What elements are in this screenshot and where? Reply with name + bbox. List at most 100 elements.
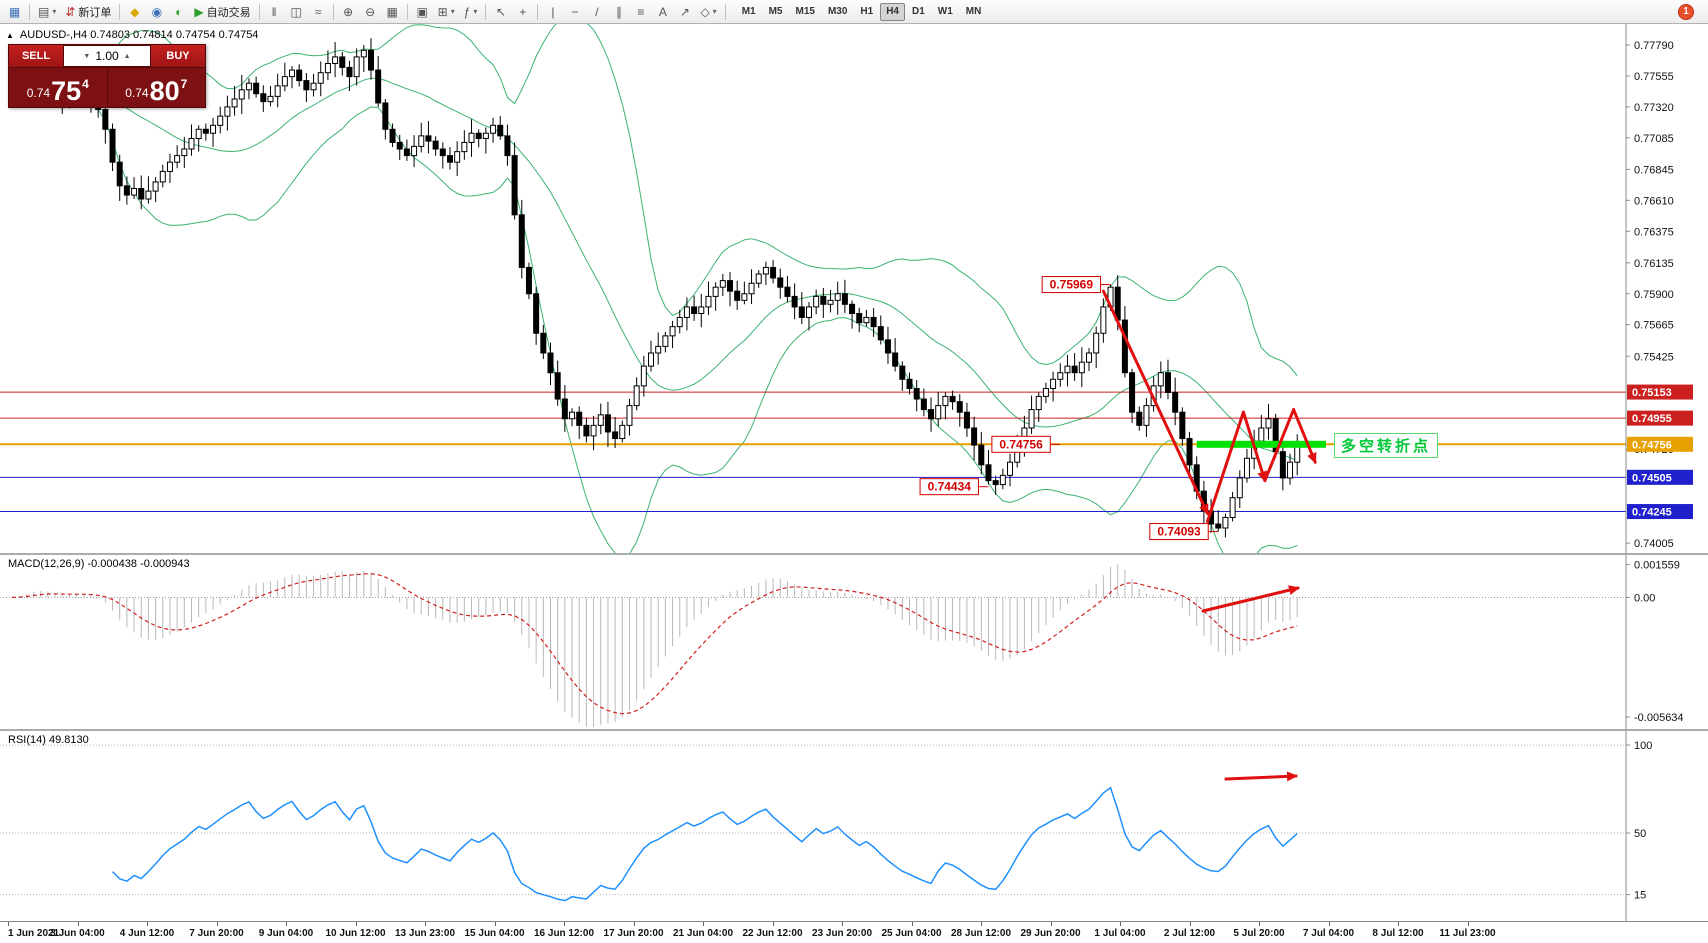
price-chart-canvas[interactable]: 0.75969 0.74756 0.74434 0.74093 0.77790 0.775…	[0, 24, 1708, 553]
market-watch-icon: ◆	[130, 4, 140, 19]
arrow-object-button[interactable]: ↗	[674, 2, 695, 22]
time-tick	[1467, 922, 1469, 926]
svg-text:0.76375: 0.76375	[1634, 226, 1674, 238]
shapes-button[interactable]: ◇ ▾	[696, 2, 720, 22]
dropdown-icon: ▾	[712, 7, 717, 16]
vertical-line-button[interactable]: |	[542, 2, 563, 22]
bar-chart-button[interactable]: ‖	[264, 2, 285, 22]
macd-scale[interactable]: 0.001559 0.00 -0.005634	[1625, 555, 1708, 729]
price-scale[interactable]: 0.77790 0.77555 0.77320 0.77085 0.76845 0.766…	[1625, 24, 1708, 553]
lot-increase-icon[interactable]: ▲	[123, 52, 131, 60]
svg-text:0.74955: 0.74955	[1632, 413, 1672, 425]
candlestick-chart-icon: ◫	[290, 4, 302, 19]
zoom-out-button[interactable]: ⊖	[360, 2, 381, 22]
time-tick	[772, 922, 774, 926]
lot-value[interactable]: 1.00	[95, 49, 119, 63]
tile-windows-button[interactable]: ▣	[412, 2, 433, 22]
time-scale[interactable]: 1 Jun 2021 3 Jun 04:00 4 Jun 12:00 7 Jun 20…	[0, 921, 1708, 943]
app-button[interactable]: ▦	[4, 2, 25, 22]
toolbox-button[interactable]: ◉	[146, 2, 167, 22]
svg-text:100: 100	[1634, 740, 1652, 752]
timeframe-m1[interactable]: M1	[741, 6, 756, 17]
sell-button[interactable]: SELL	[9, 45, 63, 67]
time-tick	[1328, 922, 1330, 926]
turning-point-label[interactable]: 多空转折点	[1333, 433, 1438, 459]
new-chart-button[interactable]: ▤ ▾	[34, 2, 60, 22]
timeframe-h4[interactable]: H4	[880, 2, 905, 21]
rsi-trend-arrow[interactable]	[1224, 771, 1298, 782]
svg-text:0.76135: 0.76135	[1634, 258, 1674, 270]
time-label: 25 Jun 04:00	[881, 928, 942, 939]
price-chart-window[interactable]: 0.75969 0.74756 0.74434 0.74093 0.77790 0.775…	[0, 24, 1708, 553]
panel-splitter[interactable]	[0, 553, 1708, 555]
cursor-icon: ↖	[495, 4, 506, 19]
horizontal-line-button[interactable]: −	[564, 2, 585, 22]
svg-text:0.74434: 0.74434	[928, 480, 972, 494]
timeframe-m30[interactable]: M30	[827, 6, 848, 17]
candlestick-chart-button[interactable]: ◫	[286, 2, 307, 22]
time-label: 28 Jun 12:00	[950, 928, 1012, 939]
svg-text:0.77555: 0.77555	[1634, 71, 1674, 83]
rsi-gridlines	[0, 744, 1626, 896]
macd-panel[interactable]: 0.001559 0.00 -0.005634 MACD(12,26,9) -0.0…	[0, 555, 1708, 729]
dropdown-icon: ▾	[450, 7, 455, 16]
vertical-line-icon: |	[551, 4, 555, 19]
trend-arrows[interactable]	[1101, 289, 1317, 523]
community-button[interactable]: ◐	[168, 2, 189, 22]
crosshair-button[interactable]: +	[512, 2, 533, 22]
svg-text:0.00: 0.00	[1634, 592, 1655, 604]
time-tick	[703, 922, 704, 926]
svg-text:0.77320: 0.77320	[1634, 102, 1674, 114]
macd-trend-arrow[interactable]	[1201, 585, 1300, 613]
trendline-button[interactable]: /	[586, 2, 607, 22]
new-order-button[interactable]: ⇵ 新订单	[61, 2, 115, 22]
market-watch-button[interactable]: ◆	[124, 2, 145, 22]
lot-decrease-icon[interactable]: ▼	[83, 52, 91, 60]
text-button[interactable]: A	[652, 2, 673, 22]
timeframe-m15[interactable]: M15	[795, 6, 815, 17]
timeframe-h1[interactable]: H1	[860, 6, 874, 17]
time-label: 8 Jul 12:00	[1372, 928, 1424, 939]
cascade-windows-button[interactable]: ⊞ ▾	[434, 2, 459, 22]
algo-trading-button[interactable]: ▶ 自动交易	[190, 2, 254, 22]
line-chart-icon: ≈	[314, 4, 322, 19]
buy-button[interactable]: BUY	[151, 45, 205, 67]
rsi-panel[interactable]: 100 50 15 RSI(14) 49.8130	[0, 731, 1708, 921]
timeframe-d1[interactable]: D1	[912, 6, 925, 17]
svg-text:0.74505: 0.74505	[1632, 472, 1672, 484]
rsi-scale[interactable]: 100 50 15	[1625, 731, 1708, 921]
timeframe-m5[interactable]: M5	[768, 6, 783, 17]
indicators-button[interactable]: ƒ ▾	[460, 2, 482, 22]
lot-size-field[interactable]: ▼ 1.00 ▲	[63, 45, 151, 67]
notification-badge[interactable]: 1	[1678, 3, 1694, 20]
svg-text:0.76610: 0.76610	[1634, 195, 1674, 207]
price-annotations[interactable]: 0.75969 0.74756 0.74434 0.74093	[919, 276, 1219, 541]
timeframe-mn[interactable]: MN	[965, 6, 982, 17]
panel-splitter[interactable]	[0, 729, 1708, 731]
fibonacci-button[interactable]: ≡	[630, 2, 651, 22]
cursor-button[interactable]: ↖	[490, 2, 511, 22]
community-icon: ◐	[175, 4, 183, 19]
line-chart-button[interactable]: ≈	[308, 2, 329, 22]
rsi-canvas[interactable]: 100 50 15	[0, 731, 1708, 921]
new-order-button-label: 新订单	[78, 6, 112, 19]
svg-text:0.75425: 0.75425	[1634, 351, 1674, 363]
time-tick	[1050, 922, 1052, 926]
grid-button[interactable]: ▦	[382, 2, 403, 22]
time-tick	[564, 922, 565, 926]
sell-price[interactable]: 0.74 75 4	[26, 76, 89, 107]
time-label: 22 Jun 12:00	[742, 928, 803, 939]
timeframe-w1[interactable]: W1	[937, 6, 953, 17]
collapse-icon[interactable]: ▲	[6, 30, 14, 40]
turning-point-band[interactable]	[1196, 440, 1326, 448]
equidistant-channel-button[interactable]: ∥	[608, 2, 629, 22]
buy-price[interactable]: 0.74 80 7	[125, 76, 188, 107]
new-order-icon: ⇵	[65, 4, 76, 19]
time-tick	[8, 922, 9, 926]
zoom-in-button[interactable]: ⊕	[338, 2, 359, 22]
time-tick	[842, 922, 843, 926]
macd-canvas[interactable]: 0.001559 0.00 -0.005634	[0, 555, 1708, 729]
app-icon: ▦	[8, 4, 21, 19]
time-label: 2 Jul 12:00	[1163, 928, 1216, 939]
equidistant-channel-icon: ∥	[615, 4, 622, 19]
